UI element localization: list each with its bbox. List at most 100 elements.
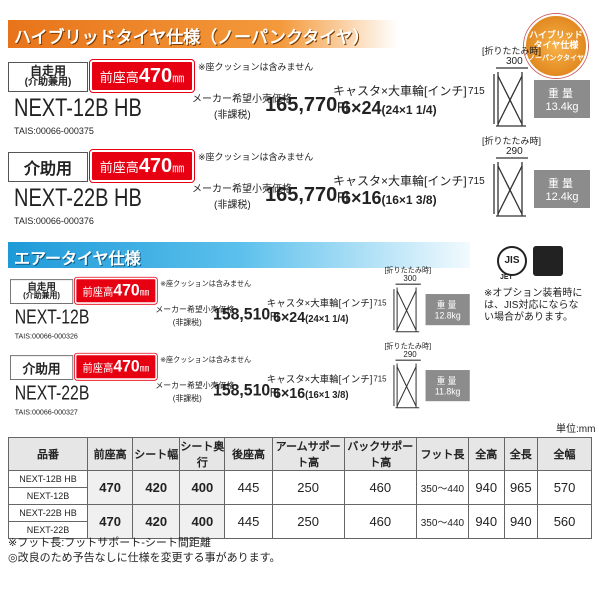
price-label: メーカー希望小売価格 — [155, 381, 235, 391]
use-label: (介助兼用) — [24, 77, 72, 88]
weight: 11.8kg — [434, 387, 461, 398]
jet-text: JET — [500, 274, 513, 281]
weight: 13.4kg — [545, 101, 579, 113]
jis-circle: JIS — [497, 246, 527, 276]
badge-line2: ノーパンクタイヤ — [528, 55, 584, 62]
folded-label: [折りたたみ時] — [482, 136, 542, 146]
orange-header — [8, 20, 398, 48]
seat-height-box: 前座高470㎜ — [90, 60, 194, 92]
value-cell: 460 — [343, 504, 417, 539]
weight: 12.4kg — [545, 191, 579, 203]
use-label: 介助用 — [23, 161, 72, 178]
wheel: 6×24(24×1 1/4) — [341, 98, 437, 119]
seat-label: 前座高 — [82, 361, 114, 375]
cushion-note: ※座クッションは含みません — [160, 355, 252, 364]
model-cell: NEXT-22B HB — [7, 504, 89, 522]
header-cell: 全高 — [467, 437, 505, 471]
folded-frame — [493, 157, 528, 217]
pictogram — [533, 246, 563, 276]
value-cell: 420 — [132, 470, 181, 505]
tais-code: TAIS:00066-000326 — [14, 331, 78, 340]
product: 自走用 (介助兼用) 前座高470㎜ ※座クッションは含みません NEXT-12B HB… — [8, 46, 600, 153]
weight-box: 重量 12.4kg — [534, 170, 590, 208]
wheel-size: 6×24 — [273, 308, 306, 326]
weight-label: 重量 — [436, 300, 459, 311]
price-unit: 円 — [270, 388, 279, 398]
header-cell: シート奥行 — [179, 437, 226, 471]
seat-label: 前座高 — [99, 70, 139, 85]
cushion-note: ※座クッションは含みません — [160, 279, 252, 288]
price-value: 158,510 — [213, 381, 271, 400]
header-cell: バックサポート高 — [343, 437, 417, 471]
use-label: (介助兼用) — [23, 291, 61, 301]
value-cell: 420 — [132, 504, 181, 539]
wheel: 6×24(24×1 1/4) — [273, 309, 349, 326]
use-label: 自走用 — [27, 280, 56, 293]
value-cell: 470 — [87, 504, 134, 539]
seat-height-box: 前座高470㎜ — [74, 277, 157, 304]
seat-height-box: 前座高470㎜ — [90, 150, 194, 182]
weight: 12.8kg — [434, 311, 461, 322]
seat-height: 470 — [138, 155, 173, 177]
folded-width: 290 — [506, 146, 523, 157]
table-row: NEXT-12B HB 470 420 400 445 250 460 350〜440 940 9… — [7, 470, 592, 505]
tais-code: TAIS:00066-000376 — [14, 216, 94, 226]
table-row: NEXT-22B — [7, 521, 592, 539]
model-cell: NEXT-12B HB — [7, 470, 89, 488]
header-cell: フット長 — [415, 437, 469, 471]
wheel-size: 6×16 — [273, 384, 306, 402]
frame-line — [497, 165, 523, 215]
table-row: NEXT-22B HB 470 420 400 445 250 460 350〜440 940 9… — [7, 504, 592, 539]
wheel-label: キャスタ×大車輪[インチ] — [266, 373, 373, 385]
wheel-label: キャスタ×大車輪[インチ] — [333, 84, 467, 98]
product: 介助用 前座高470㎜ ※座クッションは含みません NEXT-22B メーカー希望小売価… — [10, 342, 484, 430]
header-cell: 前座高 — [87, 437, 134, 471]
price-label: メーカー希望小売価格 — [192, 184, 292, 195]
cushion-note: ※座クッションは含みません — [198, 62, 314, 72]
blue-header — [8, 242, 470, 268]
wheel-label: キャスタ×大車輪[インチ] — [333, 174, 467, 188]
footnote: ◎改良のため予告なしに仕様を変更する事があります。 — [8, 552, 281, 564]
product: 介助用 前座高470㎜ ※座クッションは含みません NEXT-22B HB メーカー希望… — [8, 136, 600, 243]
seat-height: 470 — [113, 357, 140, 376]
header-cell: アームサポート高 — [271, 437, 345, 471]
price-value: 165,770 — [265, 184, 338, 206]
footnote: ※フット長:フットサポート-シート間距離 — [8, 537, 211, 549]
value-cell: 965 — [503, 470, 539, 505]
section-title: エアータイヤ仕様 — [14, 251, 141, 268]
price-label: (非課税) — [172, 394, 202, 404]
folded-height: 715 — [468, 86, 485, 97]
price: 165,770円 — [265, 94, 348, 117]
jis-logo: JIS JET — [497, 242, 575, 281]
spec-table: 品番 前座高 シート幅 シート奥行 後座高 アームサポート高 バックサポート高 フット長 全高全… — [7, 437, 592, 539]
use-label: 自走用 — [29, 64, 66, 78]
value-cell: 400 — [179, 470, 226, 505]
price-unit: 円 — [337, 102, 349, 114]
weight-label: 重量 — [548, 88, 576, 100]
folded-frame — [393, 283, 421, 333]
value-cell: 250 — [271, 470, 345, 505]
use-label: 介助用 — [22, 362, 61, 377]
value-cell: 570 — [537, 470, 592, 505]
folded-label: [折りたたみ時] — [384, 342, 432, 351]
seat-unit: ㎜ — [139, 286, 150, 299]
option-note: ※オプション装着時には、JIS対応にならない場合があります。 — [484, 288, 583, 323]
header-row: 品番 前座高 シート幅 シート奥行 後座高 アームサポート高 バックサポート高 フット長 全高全… — [7, 437, 592, 471]
folded-label: [折りたたみ時] — [384, 266, 432, 275]
seat-label: 前座高 — [99, 160, 139, 175]
folded-height: 715 — [373, 298, 387, 308]
seat-height: 470 — [113, 281, 140, 300]
seat-height: 470 — [138, 65, 173, 87]
weight-box: 重量 12.8kg — [425, 294, 470, 326]
folded-label: [折りたたみ時] — [482, 46, 542, 56]
value-cell: 445 — [224, 470, 273, 505]
price-label: メーカー希望小売価格 — [155, 305, 235, 315]
header-cell: 品番 — [7, 437, 89, 471]
frame-line — [396, 366, 417, 407]
weight-box: 重量 11.8kg — [425, 370, 470, 402]
value-cell: 350〜440 — [415, 504, 469, 539]
wheel-size: 6×16 — [341, 188, 382, 208]
use-box: 自走用 (介助兼用) — [10, 279, 74, 304]
value-cell: 940 — [467, 470, 505, 505]
unit-label: 単位:mm — [556, 424, 596, 435]
